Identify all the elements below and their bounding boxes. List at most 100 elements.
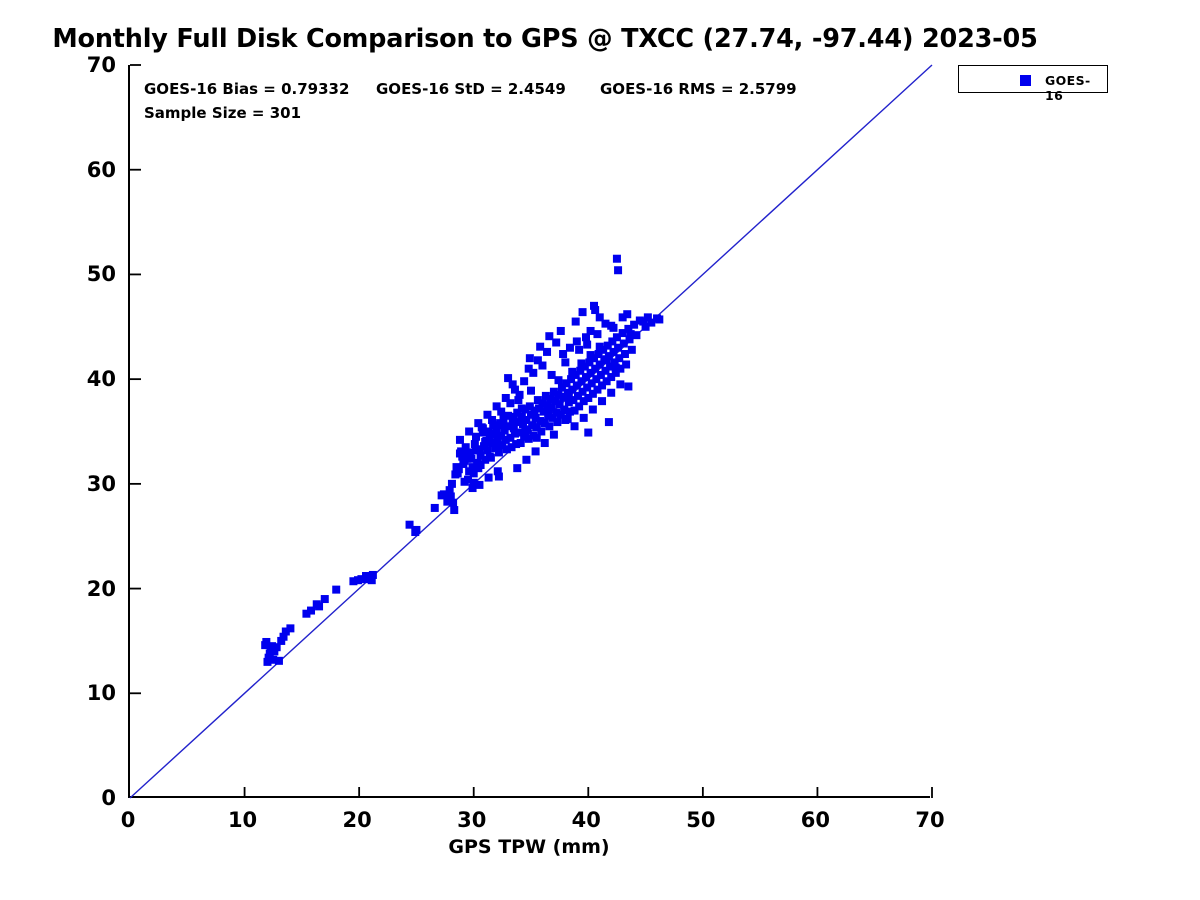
data-point-marker	[494, 472, 503, 481]
data-point-marker	[514, 396, 523, 405]
data-point-marker	[588, 405, 597, 414]
data-point-marker	[610, 358, 619, 367]
data-point-marker	[469, 478, 478, 487]
data-point-marker	[552, 408, 561, 417]
data-point-marker	[592, 375, 601, 384]
data-point-marker	[581, 373, 590, 382]
data-point-marker	[521, 427, 530, 436]
data-point-marker	[585, 358, 594, 367]
y-tick-label: 70	[86, 53, 116, 77]
data-point-marker	[554, 376, 563, 385]
data-point-marker	[513, 408, 522, 417]
data-point-marker	[626, 330, 635, 339]
data-point-marker	[611, 368, 620, 377]
data-point-marker	[567, 375, 576, 384]
data-point-marker	[510, 429, 519, 438]
data-point-marker	[509, 424, 518, 433]
data-point-marker	[506, 399, 515, 408]
data-point-marker	[501, 393, 510, 402]
data-point-marker	[548, 413, 557, 422]
annotation-rms: GOES-16 RMS = 2.5799	[600, 80, 797, 98]
y-tick-label: 20	[86, 576, 116, 601]
x-tick-label: 20	[342, 808, 372, 832]
data-point-marker	[556, 326, 565, 335]
data-point-marker	[593, 385, 602, 394]
data-point-marker	[563, 388, 572, 397]
data-point-marker	[614, 266, 623, 275]
data-point-marker	[616, 380, 625, 389]
data-point-marker	[544, 406, 553, 415]
data-point-marker	[483, 410, 492, 419]
data-point-marker	[265, 649, 274, 658]
x-tick-label: 30	[457, 808, 487, 832]
data-point-marker	[515, 428, 524, 437]
data-point-marker	[568, 367, 577, 376]
data-point-marker	[468, 463, 477, 472]
data-point-marker	[551, 397, 560, 406]
data-point-marker	[643, 313, 652, 322]
data-point-marker	[622, 360, 631, 369]
data-point-marker	[571, 317, 580, 326]
data-point-marker	[474, 419, 483, 428]
data-point-marker	[476, 451, 485, 460]
data-point-marker	[281, 627, 290, 636]
data-point-marker	[504, 411, 513, 420]
data-point-marker	[485, 434, 494, 443]
data-point-marker	[556, 410, 565, 419]
data-point-marker	[575, 402, 584, 411]
data-point-marker	[545, 422, 554, 431]
data-point-marker	[498, 441, 507, 450]
data-point-marker	[527, 386, 535, 395]
data-point-marker	[553, 418, 562, 427]
data-point-marker	[568, 385, 577, 394]
data-point-marker	[522, 415, 531, 424]
annotation-bias: GOES-16 Bias = 0.79332	[144, 80, 350, 98]
data-point-marker	[624, 324, 633, 333]
data-point-marker	[332, 585, 341, 594]
data-point-marker	[466, 448, 475, 457]
data-point-marker	[559, 350, 568, 359]
data-point-marker	[594, 350, 603, 359]
data-point-marker	[623, 310, 632, 319]
data-point-marker	[508, 380, 517, 389]
data-point-marker	[641, 322, 650, 331]
data-point-marker	[539, 407, 548, 416]
data-point-marker	[595, 342, 604, 351]
data-point-marker	[607, 388, 616, 397]
data-point-marker	[577, 359, 586, 368]
data-point-marker	[320, 595, 329, 604]
data-point-marker	[467, 454, 476, 463]
data-point-marker	[590, 301, 599, 310]
data-point-marker	[569, 396, 578, 405]
data-point-marker	[543, 347, 552, 356]
data-point-marker	[368, 570, 377, 579]
data-point-marker	[562, 379, 571, 388]
data-point-marker	[591, 306, 600, 315]
data-point-marker	[516, 439, 525, 448]
data-point-marker	[525, 402, 534, 411]
data-point-marker	[586, 351, 595, 360]
data-point-marker	[484, 473, 493, 482]
data-point-marker	[536, 342, 545, 351]
data-point-marker	[625, 335, 634, 344]
data-point-marker	[504, 374, 513, 383]
data-point-marker	[614, 343, 623, 352]
data-point-marker	[602, 377, 611, 386]
data-point-marker	[573, 391, 582, 400]
data-point-marker	[606, 362, 615, 371]
data-point-marker	[449, 498, 458, 507]
data-point-marker	[627, 345, 636, 354]
data-point-marker	[533, 356, 542, 365]
data-point-marker	[517, 412, 526, 421]
data-point-marker	[616, 364, 625, 373]
data-point-marker	[595, 360, 604, 369]
data-point-marker	[609, 347, 618, 356]
data-point-marker	[524, 364, 533, 373]
data-point-marker	[536, 417, 545, 426]
data-point-marker	[544, 411, 553, 420]
y-tick-label: 60	[86, 157, 116, 182]
data-point-marker	[559, 392, 568, 401]
data-point-marker	[584, 428, 593, 437]
data-point-marker	[561, 358, 570, 367]
data-point-marker	[630, 320, 639, 329]
